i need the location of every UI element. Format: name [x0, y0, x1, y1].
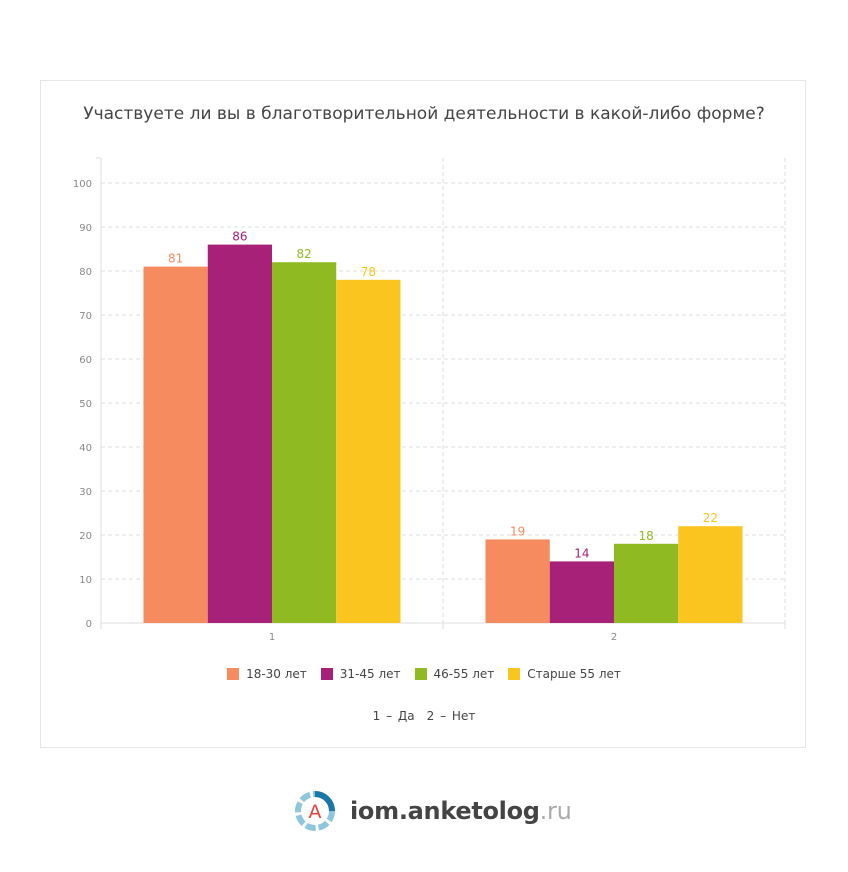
anketolog-logo[interactable]: A iom.anketolog.ru: [292, 788, 572, 834]
data-label: 86: [232, 230, 247, 244]
legend-swatch: [227, 668, 240, 680]
y-tick-label: 100: [73, 179, 92, 190]
logo-letter: A: [309, 801, 322, 823]
y-tick-label: 30: [79, 487, 92, 498]
y-tick-label: 70: [79, 311, 92, 322]
y-tick-label: 60: [79, 355, 92, 366]
bar: [614, 543, 679, 623]
bar: [207, 244, 272, 623]
legend: 18-30 лет 31-45 лет 46-55 лет Старше 55 лет: [0, 667, 848, 681]
bar: [143, 266, 208, 623]
x-tick-label: 2: [611, 632, 617, 643]
data-label: 18: [638, 529, 653, 543]
logo-icon: A: [295, 791, 335, 831]
bar: [549, 561, 614, 623]
bar: [272, 262, 337, 623]
legend-swatch: [508, 668, 521, 680]
legend-item[interactable]: 46-55 лет: [414, 667, 495, 681]
y-tick-label: 40: [79, 443, 92, 454]
brand-name: iom.anketolog.ru: [350, 797, 572, 825]
y-tick-label: 50: [79, 399, 92, 410]
y-tick-label: 0: [86, 619, 92, 630]
chart-card: [40, 80, 806, 748]
legend-item[interactable]: 18-30 лет: [227, 667, 307, 681]
chart-title: Участвуете ли вы в благотворительной дея…: [83, 104, 765, 124]
legend-label: 46-55 лет: [433, 667, 495, 681]
legend-swatch: [320, 668, 333, 680]
legend-label: 18-30 лет: [246, 667, 307, 681]
category-note-1: 1 – Да: [372, 709, 415, 723]
legend-item[interactable]: Старше 55 лет: [508, 667, 621, 681]
data-label: 14: [574, 546, 589, 560]
category-notes: 1 – Да 2 – Нет: [0, 709, 848, 723]
bar: [336, 279, 401, 623]
legend-label: Старше 55 лет: [527, 667, 621, 681]
data-label: 78: [361, 265, 376, 279]
y-tick-label: 80: [79, 267, 92, 278]
bar: [678, 526, 743, 623]
y-tick-label: 90: [79, 223, 92, 234]
bar: [485, 539, 550, 623]
y-tick-label: 10: [79, 575, 92, 586]
data-label: 19: [510, 524, 525, 538]
y-tick-label: 20: [79, 531, 92, 542]
category-note-2: 2 – Нет: [426, 709, 476, 723]
data-label: 81: [168, 252, 183, 266]
data-label: 82: [296, 247, 311, 261]
data-label: 22: [703, 511, 718, 525]
x-tick-label: 1: [269, 632, 275, 643]
legend-swatch: [414, 668, 427, 680]
legend-label: 31-45 лет: [339, 667, 401, 681]
legend-item[interactable]: 31-45 лет: [320, 667, 401, 681]
